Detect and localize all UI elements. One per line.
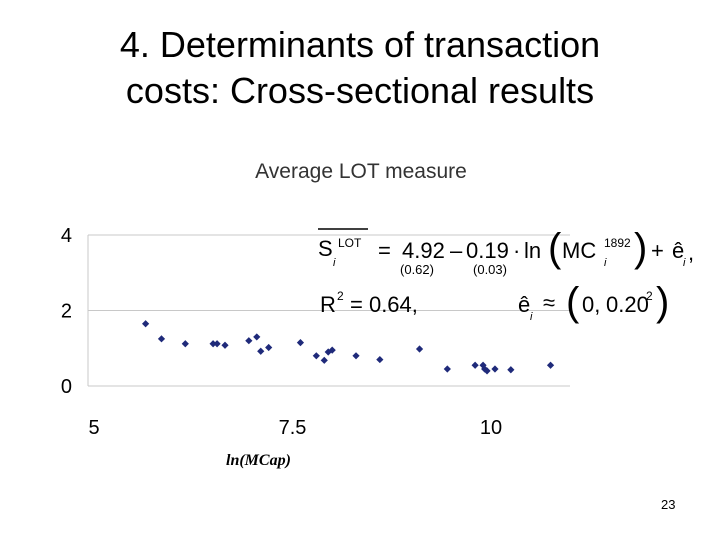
eq-residual-subscript: i [683,257,686,269]
se-slope-group: (0.03) [473,262,507,277]
data-points [142,320,555,375]
data-point-12 [320,356,328,364]
eq-trailing-comma: , [688,240,695,265]
x-tick-label-1: 7.5 [279,417,307,439]
eq-plus: + [651,238,664,263]
data-point-7 [253,333,261,341]
data-point-17 [415,345,424,353]
dist-variance-superscript: 2 [646,289,653,303]
data-point-25 [546,361,555,369]
data-point-8 [257,347,265,355]
y-tick-label-2: 4 [61,225,72,247]
page-number: 23 [661,497,676,512]
chart-title: Average LOT measure [255,160,467,183]
eq-ln: ln [524,238,542,263]
dist-open-paren: ( [566,280,580,324]
x-tick-label-0: 5 [88,417,99,439]
data-point-23 [491,365,499,373]
overline-bar [318,228,368,230]
eq-regressor-subscript: i [604,257,607,269]
eq-equals: = [378,238,391,263]
data-point-11 [312,352,320,360]
dist-subscript: i [530,311,533,323]
dist-variance: 0.20 [606,292,649,317]
eq-lhs-variable: S [318,236,333,261]
se-slope: 0.03 [477,262,503,277]
dist-close-paren: ) [656,280,670,324]
data-point-16 [376,355,384,364]
slide-title: 4. Determinants of transaction costs: Cr… [0,22,720,114]
eq-regressor-superscript: 1892 [604,236,631,250]
data-point-9 [265,343,273,352]
data-point-13 [324,348,332,356]
data-point-5 [221,341,229,349]
eq-open-paren: ( [548,226,562,270]
y-tick-label-1: 2 [61,301,72,323]
slide-title-line-2: costs: Cross-sectional results [125,70,595,111]
se-intercept-group: (0.62) [400,262,434,277]
dist-mean: 0, [582,292,601,317]
data-point-22 [483,367,491,375]
data-point-6 [245,337,253,345]
data-point-18 [443,365,451,373]
se-intercept: 0.62 [404,262,430,277]
eq-close-paren: ) [634,226,648,270]
data-point-24 [507,366,515,374]
data-point-4 [213,340,221,348]
eq-lhs-superscript: LOT [338,236,362,250]
eq-regressor: MC [562,238,597,263]
data-point-0 [142,320,150,328]
eq-residual: ê [672,238,685,263]
data-point-10 [296,338,305,347]
x-tick-label-2: 10 [480,417,502,439]
r2-superscript: 2 [337,289,344,303]
tick-labels: 0 2 4 5 7.5 10 [61,225,502,439]
y-tick-label-0: 0 [61,376,72,398]
r2-value: = 0.64, [350,292,418,317]
gridlines [88,234,570,387]
data-point-2 [181,340,189,348]
eq-intercept: 4.92 [402,238,445,263]
data-point-1 [157,335,166,343]
approx-sign: ≈ [543,290,556,315]
slide-title-line-1: 4. Determinants of transaction [119,24,601,65]
data-point-19 [471,361,479,369]
data-point-14 [328,346,336,354]
r2-label: R [320,292,336,317]
eq-slope: 0.19 [466,238,509,263]
data-point-3 [209,340,217,348]
dist-variable: ê [518,292,531,317]
eq-dot: · [513,238,521,263]
x-axis-label: ln(MCap) [226,452,291,469]
eq-lhs-subscript: i [333,257,336,269]
data-point-15 [352,352,360,360]
eq-minus: – [450,238,463,263]
